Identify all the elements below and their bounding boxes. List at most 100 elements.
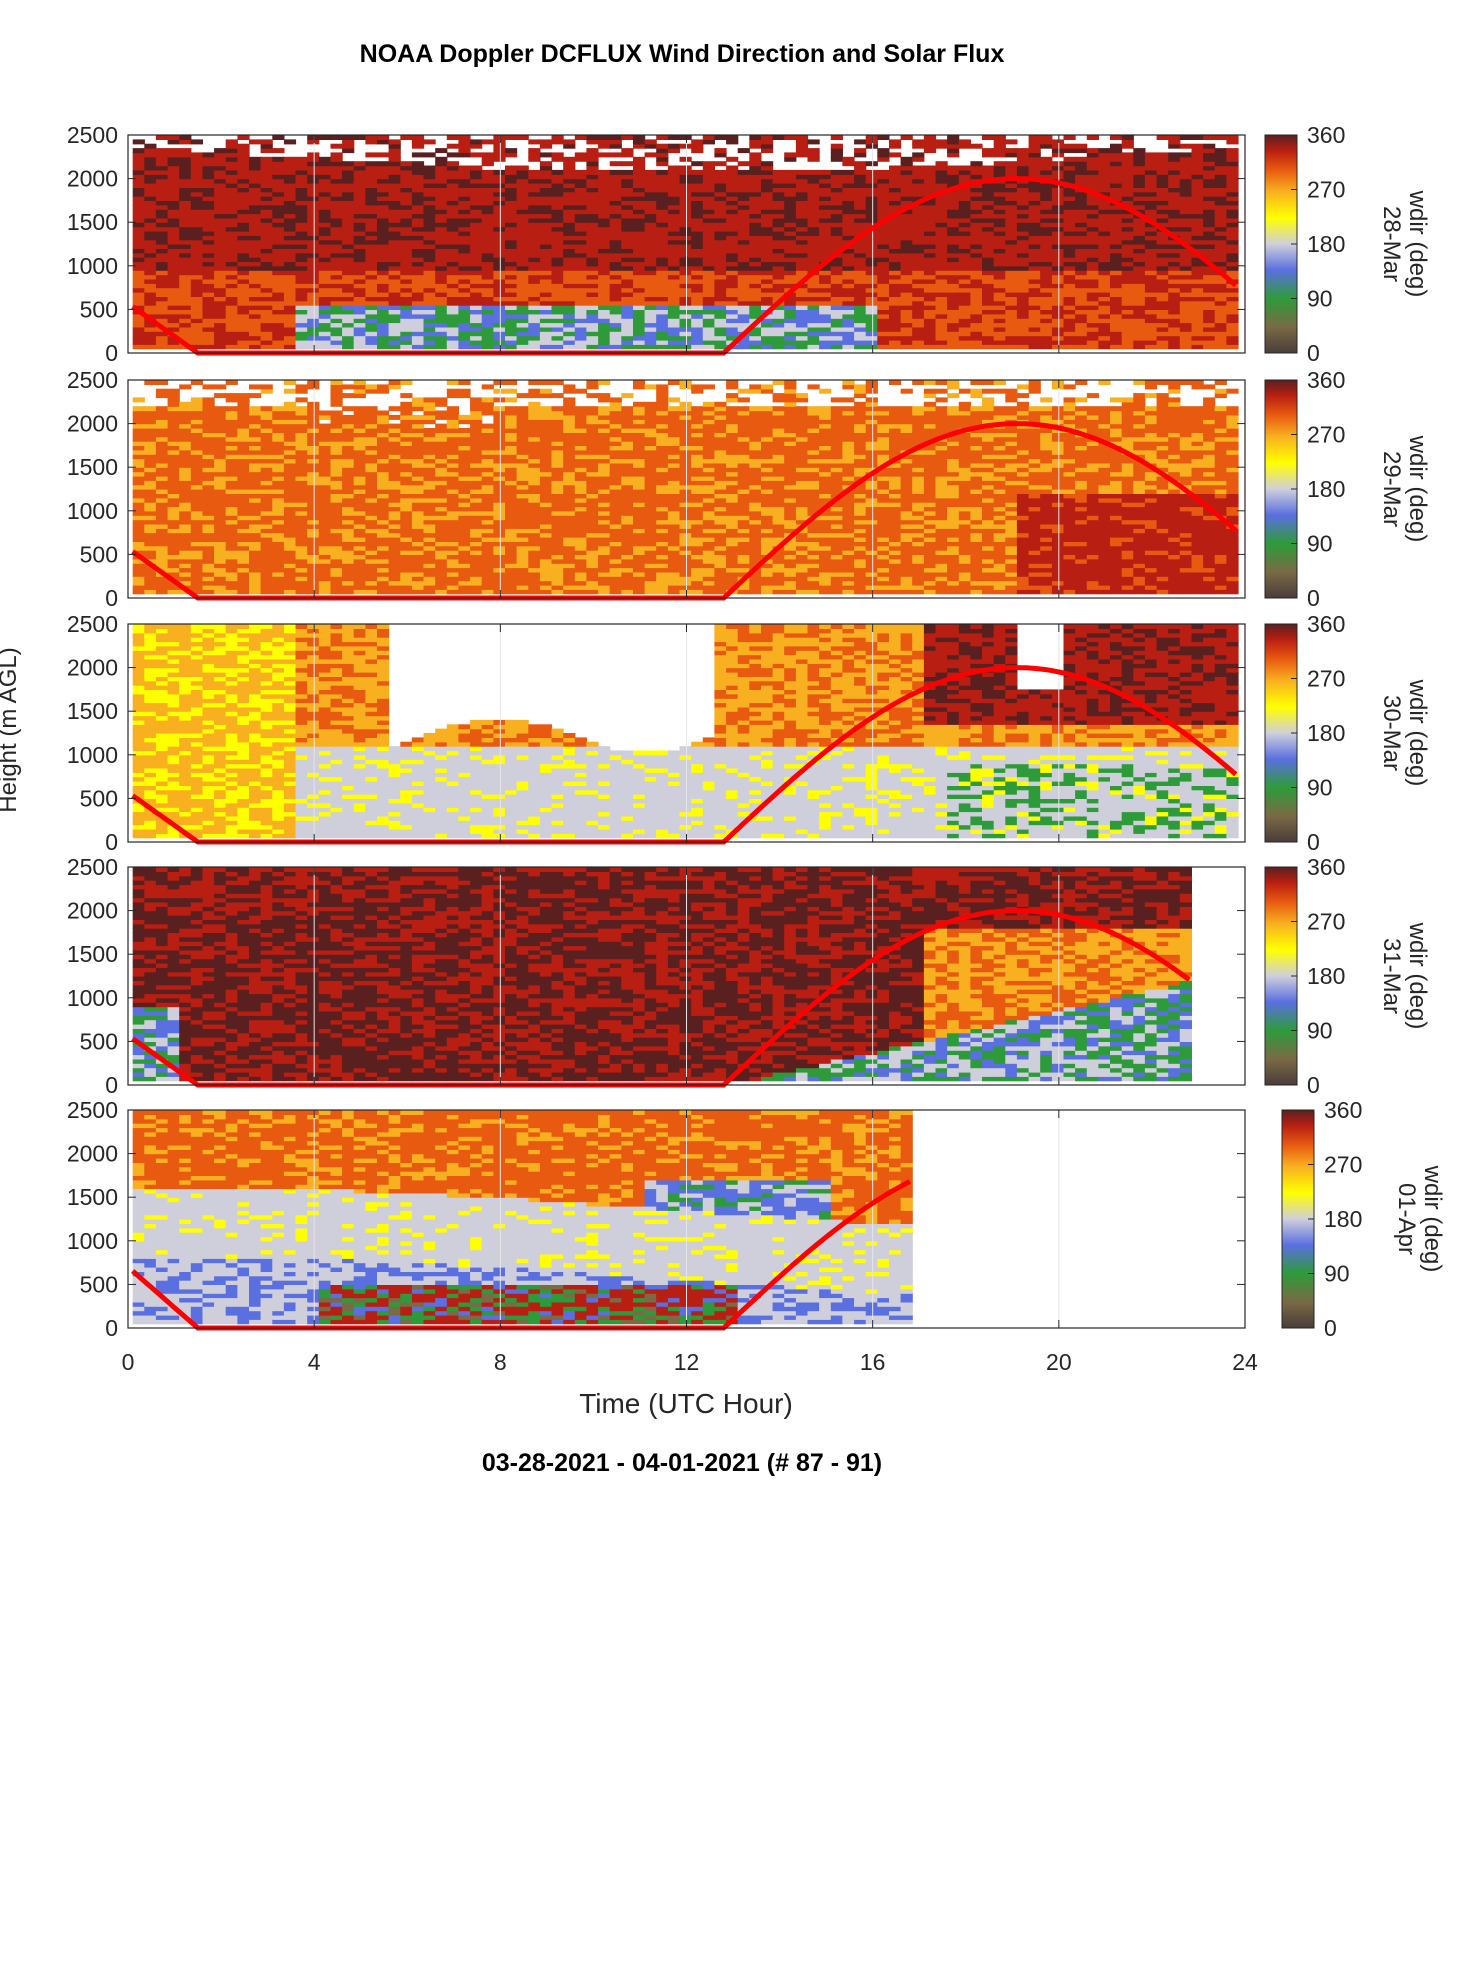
- heatmap-cell: [1191, 283, 1204, 289]
- heatmap-cell: [1028, 296, 1041, 302]
- heatmap-cell: [784, 187, 797, 193]
- heatmap-cell: [842, 178, 855, 184]
- heatmap-cell: [144, 226, 157, 232]
- heatmap-cell: [237, 209, 250, 215]
- heatmap-cell: [784, 270, 797, 276]
- heatmap-cell: [539, 335, 553, 341]
- heatmap-cell: [307, 235, 320, 241]
- heatmap-cell: [574, 222, 587, 228]
- heatmap-cell: [761, 222, 774, 228]
- heatmap-cell: [1075, 174, 1088, 180]
- heatmap-cell: [667, 169, 681, 175]
- heatmap-cell: [1016, 152, 1030, 158]
- heatmap-cell: [539, 257, 553, 263]
- heatmap-cell: [819, 335, 832, 341]
- heatmap-cell: [877, 322, 890, 328]
- heatmap-cell: [1133, 169, 1146, 175]
- heatmap-cell: [330, 169, 343, 175]
- heatmap-cell: [132, 344, 145, 350]
- heatmap-cell: [1121, 226, 1134, 232]
- heatmap-cell: [947, 204, 960, 210]
- heatmap-cell: [830, 183, 843, 188]
- heatmap-cell: [237, 257, 250, 263]
- heatmap-cell: [1040, 322, 1053, 328]
- heatmap-cell: [830, 318, 843, 324]
- heatmap-cell: [400, 318, 413, 324]
- heatmap-cell: [249, 161, 262, 167]
- heatmap-cell: [260, 226, 273, 232]
- heatmap-cell: [947, 135, 960, 140]
- heatmap-cell: [342, 300, 355, 306]
- heatmap-cell: [1156, 309, 1169, 315]
- heatmap-cell: [702, 309, 715, 315]
- heatmap-cell: [935, 287, 948, 293]
- heatmap-cell: [609, 261, 622, 267]
- heatmap-cell: [772, 174, 785, 180]
- heatmap-cell: [574, 326, 587, 332]
- heatmap-cell: [889, 326, 902, 332]
- heatmap-cell: [516, 169, 529, 175]
- heatmap-cell: [1191, 313, 1204, 319]
- heatmap-cell: [144, 519, 157, 525]
- heatmap-cell: [179, 152, 192, 158]
- heatmap-cell: [411, 230, 425, 236]
- heatmap-cell: [633, 326, 646, 332]
- heatmap-cell: [574, 239, 587, 245]
- heatmap-cell: [1040, 257, 1053, 263]
- heatmap-cell: [609, 200, 622, 206]
- heatmap-cell: [249, 274, 262, 280]
- heatmap-cell: [563, 239, 576, 245]
- heatmap-cell: [132, 148, 145, 154]
- heatmap-cell: [190, 139, 203, 145]
- heatmap-cell: [225, 428, 238, 433]
- heatmap-cell: [1156, 257, 1169, 263]
- heatmap-cell: [307, 313, 320, 319]
- heatmap-cell: [144, 244, 157, 249]
- heatmap-cell: [411, 300, 425, 306]
- heatmap-cell: [353, 196, 366, 201]
- heatmap-cell: [1191, 278, 1204, 284]
- heatmap-cell: [365, 178, 378, 184]
- heatmap-cell: [958, 270, 971, 276]
- heatmap-cell: [202, 187, 215, 193]
- heatmap-cell: [563, 296, 576, 302]
- heatmap-cell: [598, 200, 611, 206]
- heatmap-cell: [679, 296, 692, 302]
- heatmap-cell: [423, 239, 436, 245]
- heatmap-cell: [1028, 278, 1041, 284]
- heatmap-cell: [283, 309, 297, 315]
- heatmap-cell: [539, 191, 553, 197]
- heatmap-cell: [551, 261, 564, 267]
- heatmap-cell: [400, 274, 413, 280]
- heatmap-cell: [400, 191, 413, 197]
- heatmap-cell: [1028, 283, 1041, 289]
- heatmap-cell: [214, 257, 227, 263]
- heatmap-cell: [737, 292, 750, 297]
- heatmap-cell: [539, 217, 553, 223]
- heatmap-cell: [633, 178, 646, 184]
- heatmap-cell: [586, 187, 599, 193]
- heatmap-cell: [761, 178, 774, 184]
- heatmap-cell: [819, 287, 832, 293]
- heatmap-cell: [1040, 204, 1053, 210]
- heatmap-cell: [249, 462, 262, 468]
- heatmap-cell: [830, 305, 843, 310]
- heatmap-cell: [679, 187, 692, 193]
- heatmap-cell: [1226, 222, 1239, 228]
- heatmap-cell: [237, 423, 250, 429]
- heatmap-cell: [144, 580, 157, 586]
- heatmap-cell: [155, 135, 169, 140]
- heatmap-cell: [307, 339, 320, 345]
- heatmap-cell: [214, 165, 227, 171]
- heatmap-cells: [132, 135, 1239, 350]
- heatmap-cell: [214, 187, 227, 193]
- heatmap-cell: [539, 244, 553, 249]
- heatmap-cell: [132, 515, 145, 521]
- heatmap-cell: [155, 274, 169, 280]
- heatmap-cell: [272, 222, 285, 228]
- heatmap-cell: [935, 292, 948, 297]
- heatmap-cell: [493, 235, 506, 241]
- heatmap-cell: [598, 326, 611, 332]
- heatmap-cell: [795, 213, 809, 219]
- heatmap-cell: [1156, 344, 1169, 350]
